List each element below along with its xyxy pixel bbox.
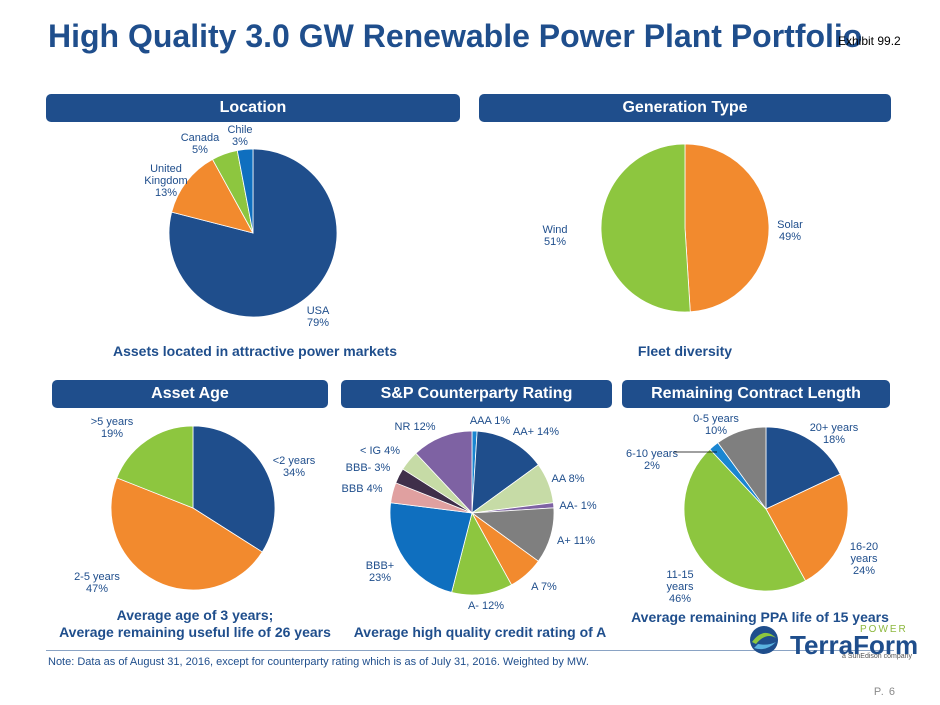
section-rating-header: S&P Counterparty Rating	[341, 380, 612, 408]
contract-slice-16-20-years	[765, 473, 849, 582]
page-title: High Quality 3.0 GW Renewable Power Plan…	[48, 18, 863, 54]
contract-label-16-20-years: 16-20 years 24%	[850, 541, 878, 577]
rating-label-aa: AA- 1%	[559, 500, 597, 512]
generation-slice-solar	[684, 143, 770, 313]
footer-divider	[46, 650, 894, 651]
location-slice-united-kingdom	[171, 158, 254, 234]
location-slice-chile	[236, 148, 254, 234]
contract-label-0-5-years: 0-5 years 10%	[693, 413, 739, 437]
location-label-chile: Chile 3%	[227, 124, 252, 148]
generation-label-solar: Solar 49%	[777, 219, 803, 243]
contract-label-6-10-years: 6-10 years 2%	[626, 448, 678, 472]
location-slice-usa	[168, 148, 338, 318]
age-label-2-5-years: 2-5 years 47%	[74, 571, 120, 595]
age-label-2-years: <2 years 34%	[273, 455, 316, 479]
rating-slice-nr	[415, 430, 473, 515]
generation-slice-wind	[600, 143, 691, 313]
exhibit-label: Exhibit 99.2	[838, 34, 901, 48]
rating-label-aaa: AAA 1%	[470, 415, 511, 427]
contract-pie: 20+ years 18% 16-20 years 24% 11-15 years 46% 6-…	[626, 413, 878, 605]
contract-slice-11-15-years	[683, 448, 807, 592]
footnote: Note: Data as of August 31, 2016, except…	[48, 656, 589, 668]
section-generation-header: Generation Type	[479, 94, 891, 122]
asset-age-subtitle-line1: Average age of 3 years;	[116, 607, 274, 623]
section-contract-header: Remaining Contract Length	[622, 380, 890, 408]
rating-label-a: A 7%	[531, 581, 557, 593]
rating-label-bbb: BBB+ 23%	[366, 560, 394, 584]
rating-slice-bbb	[389, 502, 473, 593]
logo-power-text: POWER	[860, 624, 908, 635]
rating-label-aa: AA+ 14%	[513, 426, 559, 438]
page-number: P. 6	[873, 686, 896, 698]
section-asset-age-header: Asset Age	[52, 380, 328, 408]
rating-subtitle: Average high quality credit rating of A	[353, 624, 607, 640]
section-location-header: Location	[46, 94, 460, 122]
location-label-united-kingdom: United Kingdom 13%	[144, 163, 187, 199]
contract-slice-0-5-years	[717, 426, 767, 511]
contract-label-11-15-years: 11-15 years 46%	[666, 569, 694, 605]
asset-age-pie: <2 years 34% 2-5 years 47% >5 years 19%	[74, 416, 316, 595]
logo-tagline: a SunEdison company	[842, 653, 913, 660]
rating-slice-a	[451, 511, 513, 596]
rating-label-a: A+ 11%	[557, 535, 595, 547]
rating-label-bbb: BBB- 3%	[346, 462, 391, 474]
rating-label-bbb: BBB 4%	[342, 483, 383, 495]
contract-label-20-years: 20+ years 18%	[810, 422, 859, 446]
location-subtitle: Assets located in attractive power marke…	[112, 343, 397, 359]
rating-label-aa: AA 8%	[551, 473, 584, 485]
age-slice-2-years	[192, 425, 276, 553]
location-pie: USA 79% United Kingdom 13% Canada 5% Chile 3%	[144, 124, 338, 329]
contract-subtitle: Average remaining PPA life of 15 years	[631, 609, 889, 625]
rating-slice-aa	[471, 430, 539, 514]
terraform-logo-icon	[750, 626, 778, 654]
location-label-usa: USA 79%	[307, 305, 330, 329]
asset-age-subtitle-line2: Average remaining useful life of 26 year…	[59, 624, 331, 640]
contract-slice-20-years	[765, 426, 841, 510]
rating-label-a: A- 12%	[468, 600, 504, 612]
rating-pie: AAA 1%AA+ 14% AA 8% AA- 1% A+ 11% A 7% A- 12%…	[342, 415, 597, 612]
age-slice-5-years	[116, 425, 194, 509]
rating-label-nr: NR 12%	[395, 421, 436, 433]
location-label-canada: Canada 5%	[181, 132, 220, 156]
generation-subtitle: Fleet diversity	[637, 343, 733, 359]
age-slice-2-5-years	[110, 477, 263, 591]
generation-label-wind: Wind 51%	[542, 224, 567, 248]
logo-name-text: TerraForm	[790, 630, 919, 660]
rating-label-ig: < IG 4%	[360, 445, 400, 457]
generation-pie: Solar 49% Wind 51%	[542, 143, 803, 313]
age-label-5-years: >5 years 19%	[91, 416, 134, 440]
